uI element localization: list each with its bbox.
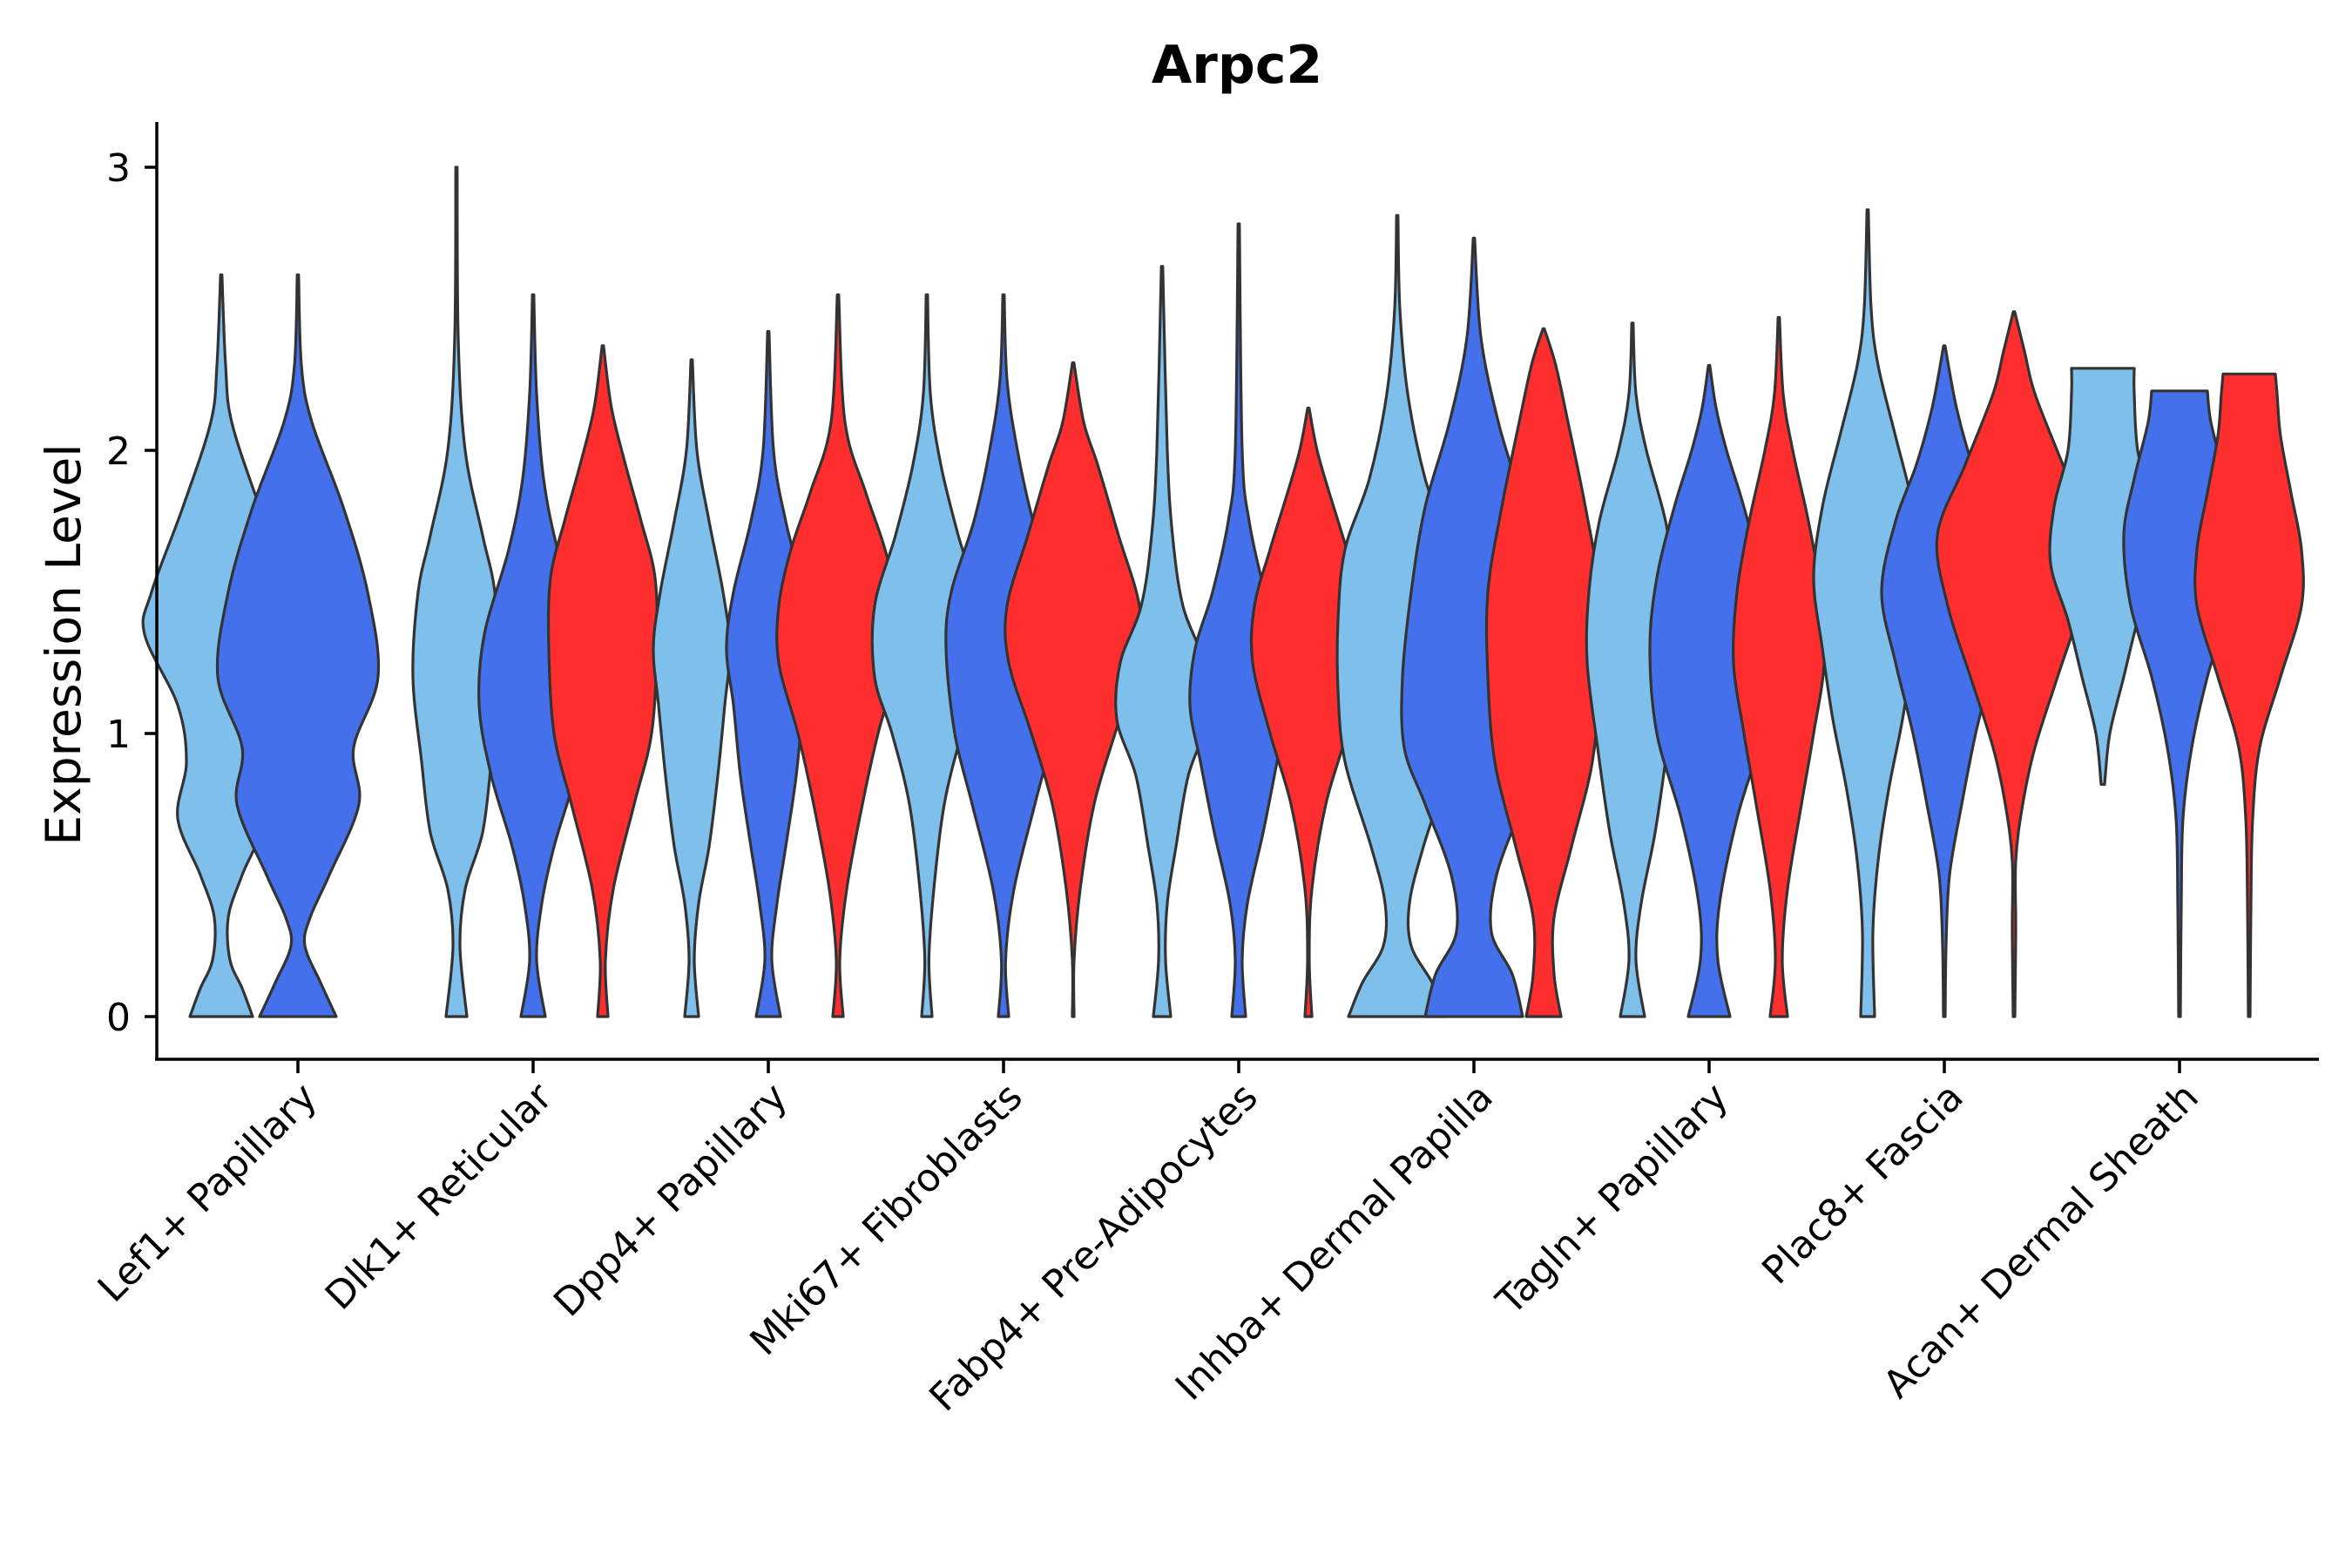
violin-dlk1-reticular-group-1 bbox=[476, 293, 590, 1018]
violin-inhba-dermal-papilla-group-2 bbox=[1484, 327, 1603, 1018]
y-tick-label: 3 bbox=[106, 146, 131, 191]
violin-mki67-fibroblasts-group-2 bbox=[1004, 361, 1143, 1018]
y-tick-label: 1 bbox=[106, 713, 131, 757]
violin-layer bbox=[141, 166, 2305, 1018]
violin-tagln-papillary-group-1 bbox=[1648, 363, 1770, 1018]
x-tick-label: Dlk1+ Reticular bbox=[317, 1074, 562, 1319]
violin-fabp4-pre-adipocytes-group-2 bbox=[1249, 406, 1368, 1018]
y-axis-label: Expression Level bbox=[36, 443, 91, 845]
violin-fabp4-pre-adipocytes-group-0 bbox=[1114, 265, 1210, 1018]
violin-fabp4-pre-adipocytes-group-1 bbox=[1188, 222, 1289, 1018]
y-tick-label: 0 bbox=[106, 996, 131, 1040]
violin-mki67-fibroblasts-group-0 bbox=[870, 293, 983, 1018]
y-ticks: 0 1 2 3 bbox=[106, 146, 157, 1040]
x-tick-label: Plac8+ Fascia bbox=[1754, 1075, 1972, 1294]
violin-dlk1-reticular-group-2 bbox=[546, 344, 659, 1018]
chart-title: Arpc2 bbox=[1152, 35, 1322, 96]
y-tick-label: 2 bbox=[106, 429, 131, 474]
violin-dlk1-reticular-group-0 bbox=[411, 166, 502, 1018]
violin-dpp4-papillary-group-2 bbox=[775, 293, 901, 1018]
violin-plac8-fascia-group-0 bbox=[1812, 208, 1923, 1018]
violin-acan-dermal-sheath-group-2 bbox=[2193, 372, 2305, 1018]
x-tick-label: Lef1+ Papillary bbox=[90, 1075, 326, 1311]
x-tick-label: Tagln+ Papillary bbox=[1488, 1075, 1737, 1324]
violin-lef1-papillary-group-1 bbox=[215, 273, 381, 1018]
violin-acan-dermal-sheath-group-0 bbox=[2048, 367, 2158, 787]
violin-tagln-papillary-group-0 bbox=[1585, 321, 1680, 1018]
violin-dpp4-papillary-group-1 bbox=[725, 329, 812, 1018]
violin-plac8-fascia-group-2 bbox=[1935, 310, 2093, 1018]
violin-tagln-papillary-group-2 bbox=[1732, 315, 1826, 1018]
x-tick-label: Dpp4+ Papillary bbox=[545, 1075, 796, 1326]
violin-dpp4-papillary-group-0 bbox=[652, 358, 732, 1018]
violin-mki67-fibroblasts-group-1 bbox=[944, 293, 1063, 1018]
